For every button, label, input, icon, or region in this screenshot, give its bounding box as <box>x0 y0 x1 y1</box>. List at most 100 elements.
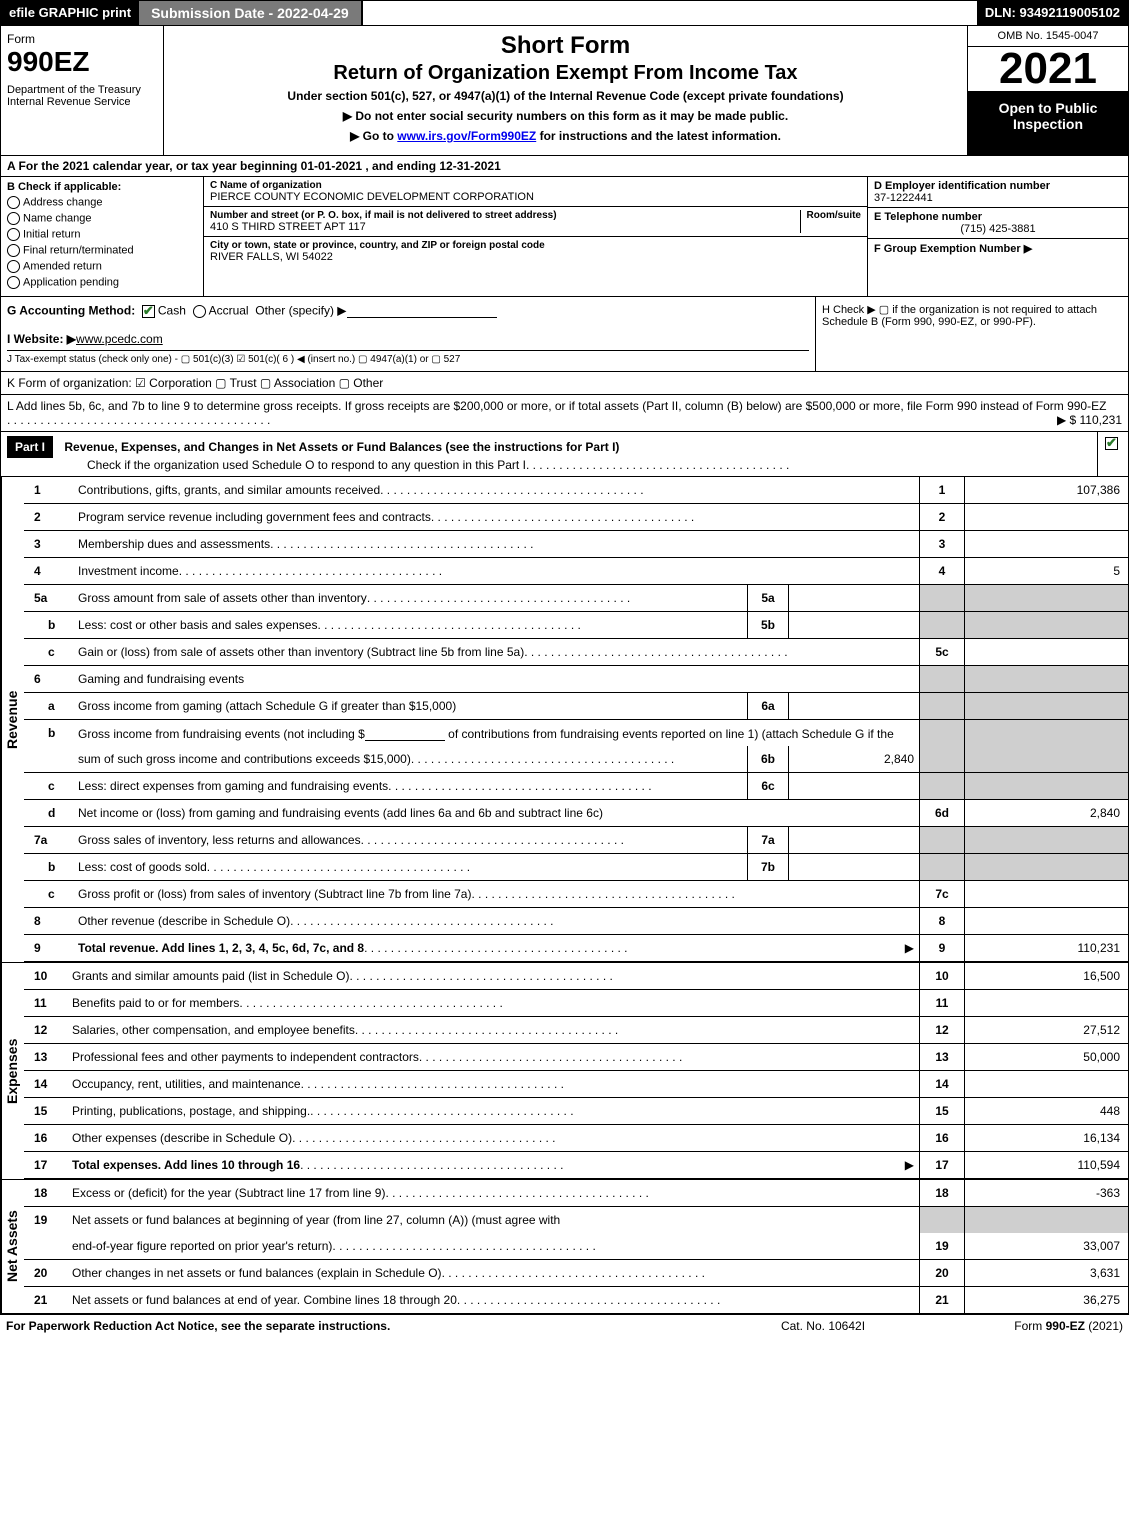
form-ref: Form 990-EZ (2021) <box>923 1319 1123 1333</box>
line-15-value: 448 <box>965 1098 1129 1125</box>
chk-application-pending[interactable]: Application pending <box>7 276 197 289</box>
chk-name-change[interactable]: Name change <box>7 212 197 225</box>
line-20-value: 3,631 <box>965 1260 1129 1287</box>
section-def: D Employer identification number 37-1222… <box>868 177 1128 296</box>
line-20: 20 Other changes in net assets or fund b… <box>24 1260 1128 1287</box>
form-label: Form <box>7 32 157 46</box>
tax-year: 2021 <box>968 47 1128 92</box>
revenue-table: 1 Contributions, gifts, grants, and simi… <box>24 477 1128 962</box>
line-2: 2 Program service revenue including gove… <box>24 504 1128 531</box>
line-13-value: 50,000 <box>965 1044 1129 1071</box>
line-6d-value: 2,840 <box>965 800 1129 827</box>
street-label: Number and street (or P. O. box, if mail… <box>210 210 794 221</box>
chk-cash[interactable] <box>142 305 155 318</box>
ein-cell: D Employer identification number 37-1222… <box>868 177 1128 208</box>
line-6b-value: 2,840 <box>789 746 920 773</box>
line-3: 3 Membership dues and assessments 3 <box>24 531 1128 558</box>
line-6b-1: b Gross income from fundraising events (… <box>24 720 1128 747</box>
line-12: 12 Salaries, other compensation, and emp… <box>24 1017 1128 1044</box>
paperwork-notice: For Paperwork Reduction Act Notice, see … <box>6 1319 723 1333</box>
line-6a: a Gross income from gaming (attach Sched… <box>24 693 1128 720</box>
dln-label: DLN: 93492119005102 <box>977 1 1128 25</box>
netassets-table: 18 Excess or (deficit) for the year (Sub… <box>24 1180 1128 1313</box>
open-to-public: Open to Public Inspection <box>968 92 1128 155</box>
city-label: City or town, state or province, country… <box>210 240 861 251</box>
line-12-value: 27,512 <box>965 1017 1129 1044</box>
chk-initial-return[interactable]: Initial return <box>7 228 197 241</box>
part1-header-row: Part I Revenue, Expenses, and Changes in… <box>0 432 1129 477</box>
short-form-title: Short Form <box>174 32 957 60</box>
website-value[interactable]: www.pcedc.com <box>76 332 163 346</box>
org-name-row: C Name of organization PIERCE COUNTY ECO… <box>204 177 867 207</box>
part1-title: Part I Revenue, Expenses, and Changes in… <box>1 432 1097 476</box>
line-19-value: 33,007 <box>965 1233 1129 1260</box>
line-6: 6 Gaming and fundraising events <box>24 666 1128 693</box>
line-21: 21 Net assets or fund balances at end of… <box>24 1287 1128 1314</box>
section-l-value: ▶ $ 110,231 <box>1057 413 1122 427</box>
line-6b-2: sum of such gross income and contributio… <box>24 746 1128 773</box>
section-c: C Name of organization PIERCE COUNTY ECO… <box>204 177 868 296</box>
revenue-vert-label: Revenue <box>1 477 24 962</box>
section-a-row: A For the 2021 calendar year, or tax yea… <box>0 156 1129 177</box>
line-11: 11 Benefits paid to or for members 11 <box>24 990 1128 1017</box>
phone-value: (715) 425-3881 <box>874 223 1122 235</box>
section-ghi: G Accounting Method: Cash Accrual Other … <box>0 297 1129 372</box>
street-row: Number and street (or P. O. box, if mail… <box>204 207 867 237</box>
line-5a: 5a Gross amount from sale of assets othe… <box>24 585 1128 612</box>
room-suite: Room/suite <box>800 210 861 233</box>
group-exemption-cell: F Group Exemption Number ▶ <box>868 239 1128 296</box>
org-name-value: PIERCE COUNTY ECONOMIC DEVELOPMENT CORPO… <box>210 191 861 203</box>
line-7b: b Less: cost of goods sold 7b <box>24 854 1128 881</box>
efile-print-label[interactable]: efile GRAPHIC print <box>1 1 139 25</box>
line-1: 1 Contributions, gifts, grants, and simi… <box>24 477 1128 504</box>
other-specify-field[interactable] <box>347 303 497 318</box>
line-6c: c Less: direct expenses from gaming and … <box>24 773 1128 800</box>
netassets-section: Net Assets 18 Excess or (deficit) for th… <box>0 1179 1129 1314</box>
section-l-text: L Add lines 5b, 6c, and 7b to line 9 to … <box>7 399 1106 413</box>
instructions-link-row: ▶ Go to www.irs.gov/Form990EZ for instru… <box>174 129 957 143</box>
city-row: City or town, state or province, country… <box>204 237 867 296</box>
section-g-i-left: G Accounting Method: Cash Accrual Other … <box>1 297 815 371</box>
line-5b: b Less: cost or other basis and sales ex… <box>24 612 1128 639</box>
line-18: 18 Excess or (deficit) for the year (Sub… <box>24 1180 1128 1207</box>
section-l-row: L Add lines 5b, 6c, and 7b to line 9 to … <box>0 395 1129 432</box>
section-h: H Check ▶ ▢ if the organization is not r… <box>815 297 1128 371</box>
netassets-vert-label: Net Assets <box>1 1180 24 1313</box>
line-6d: d Net income or (loss) from gaming and f… <box>24 800 1128 827</box>
chk-accrual[interactable] <box>193 305 206 318</box>
part1-label: Part I <box>7 436 53 458</box>
chk-address-change[interactable]: Address change <box>7 196 197 209</box>
chk-final-return[interactable]: Final return/terminated <box>7 244 197 257</box>
info-block: B Check if applicable: Address change Na… <box>0 177 1129 297</box>
org-name-label: C Name of organization <box>210 180 861 191</box>
title-right: OMB No. 1545-0047 2021 Open to Public In… <box>968 26 1128 155</box>
ein-value: 37-1222441 <box>874 192 1122 204</box>
header-spacer <box>363 1 977 25</box>
part1-checkbox[interactable] <box>1105 437 1118 450</box>
line-19a: 19 Net assets or fund balances at beginn… <box>24 1207 1128 1234</box>
ein-label: D Employer identification number <box>874 180 1122 192</box>
line-10: 10 Grants and similar amounts paid (list… <box>24 963 1128 990</box>
note2-post: for instructions and the latest informat… <box>536 129 781 143</box>
expenses-vert-label: Expenses <box>1 963 24 1179</box>
line-16: 16 Other expenses (describe in Schedule … <box>24 1125 1128 1152</box>
revenue-section: Revenue 1 Contributions, gifts, grants, … <box>0 477 1129 962</box>
expenses-table: 10 Grants and similar amounts paid (list… <box>24 963 1128 1179</box>
line-7c: c Gross profit or (loss) from sales of i… <box>24 881 1128 908</box>
note2-pre: ▶ Go to <box>350 129 397 143</box>
group-label: F Group Exemption Number ▶ <box>874 243 1032 255</box>
fundraising-amount-field[interactable] <box>365 726 445 741</box>
chk-amended-return[interactable]: Amended return <box>7 260 197 273</box>
form-number: 990EZ <box>7 46 157 78</box>
title-center: Short Form Return of Organization Exempt… <box>164 26 968 155</box>
line-13: 13 Professional fees and other payments … <box>24 1044 1128 1071</box>
section-k-row: K Form of organization: ☑ Corporation ▢ … <box>0 372 1129 395</box>
line-7a: 7a Gross sales of inventory, less return… <box>24 827 1128 854</box>
part1-sub: Check if the organization used Schedule … <box>7 458 926 472</box>
section-b-header: B Check if applicable: <box>7 181 197 193</box>
line-9-value: 110,231 <box>965 935 1129 962</box>
submission-date: Submission Date - 2022-04-29 <box>139 1 363 25</box>
line-14: 14 Occupancy, rent, utilities, and maint… <box>24 1071 1128 1098</box>
irs-link[interactable]: www.irs.gov/Form990EZ <box>397 129 536 143</box>
ssn-warning: ▶ Do not enter social security numbers o… <box>174 109 957 123</box>
